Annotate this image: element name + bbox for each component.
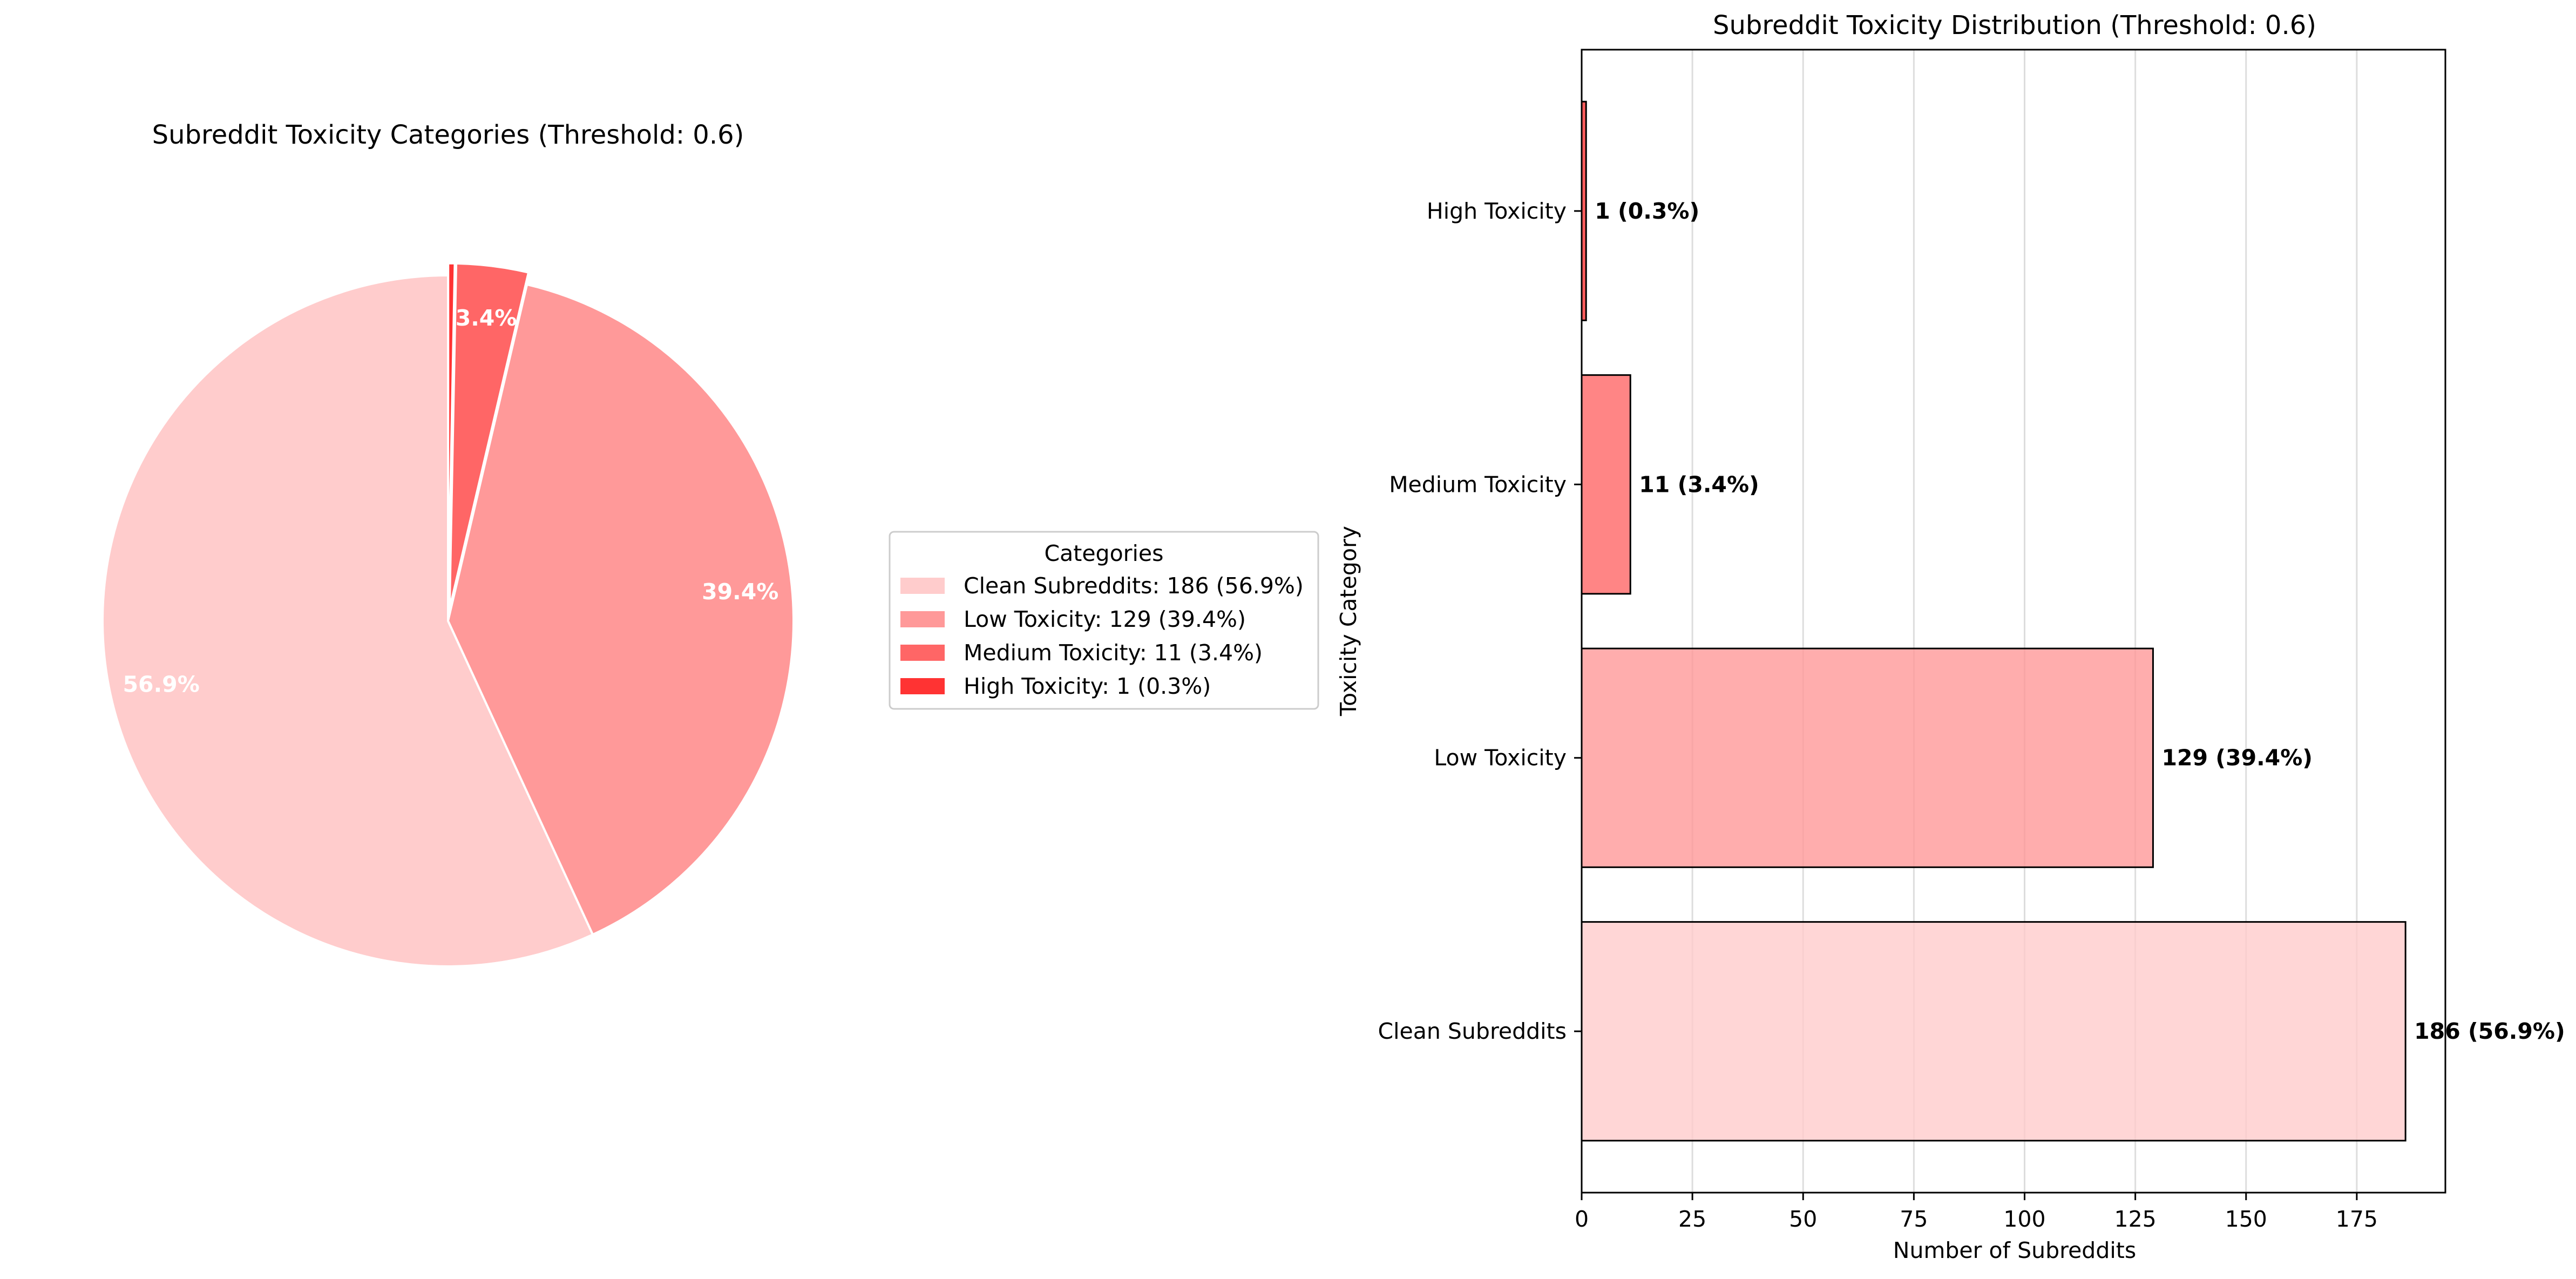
pie-slice — [448, 262, 530, 610]
legend-entry: High Toxicity: 1 (0.3%) — [964, 673, 1211, 699]
y-tick-label: Medium Toxicity — [1389, 471, 1567, 497]
pie-chart: Subreddit Toxicity Categories (Threshold… — [101, 120, 795, 967]
pie-slices — [101, 262, 795, 967]
legend-items: Clean Subreddits: 186 (56.9%) Low Toxicit… — [900, 573, 1304, 699]
bar — [1581, 647, 2154, 868]
bar-x-axis-label: Number of Subreddits — [1893, 1237, 2136, 1263]
legend-entry: Low Toxicity: 129 (39.4%) — [964, 606, 1246, 632]
bar-y-axis-label: Toxicity Category — [1336, 526, 1361, 716]
pie-legend: Categories Clean Subreddits: 186 (56.9%)… — [889, 531, 1319, 710]
x-tick-label: 25 — [1678, 1206, 1706, 1232]
legend-swatch — [900, 611, 945, 627]
x-tick-label: 0 — [1575, 1206, 1589, 1232]
legend-frame — [889, 531, 1319, 710]
x-tick-label: 75 — [1900, 1206, 1928, 1232]
pie-percent-label: 3.4% — [456, 305, 517, 331]
pie-slice — [446, 283, 795, 936]
pie-title: Subreddit Toxicity Categories (Threshold… — [152, 120, 744, 150]
x-tick-label: 125 — [2114, 1206, 2157, 1232]
x-tick-label: 175 — [2336, 1206, 2378, 1232]
bar-axes-frame — [1581, 49, 2446, 1194]
y-tick-label: Clean Subreddits — [1378, 1018, 1567, 1044]
y-tick-label: High Toxicity — [1427, 198, 1567, 224]
legend-entry: Medium Toxicity: 11 (3.4%) — [964, 640, 1263, 666]
bar-data-labels: 186 (56.9%) 129 (39.4%) 11 (3.4%) 1 (0.3%) — [1595, 198, 2565, 1044]
bar-data-label: 1 (0.3%) — [1595, 198, 1699, 224]
x-tick-label: 100 — [2003, 1206, 2045, 1232]
pie-labels: 56.9% 39.4% 3.4% — [123, 305, 779, 698]
bar-title: Subreddit Toxicity Distribution (Thresho… — [1713, 10, 2316, 40]
legend-entry: Clean Subreddits: 186 (56.9%) — [964, 573, 1304, 599]
pie-percent-label: 39.4% — [702, 579, 778, 605]
pie-slice — [447, 262, 456, 609]
bar-bars — [1581, 100, 2406, 1142]
legend-swatch — [900, 678, 945, 694]
x-tick-label: 150 — [2225, 1206, 2267, 1232]
bar-chart: Subreddit Toxicity Distribution (Thresho… — [1336, 10, 2565, 1263]
pie-percent-label: 56.9% — [123, 672, 200, 698]
bar — [1581, 374, 1631, 595]
bar-data-label: 186 (56.9%) — [2414, 1018, 2565, 1044]
legend-swatch — [900, 645, 945, 661]
y-tick-label: Low Toxicity — [1434, 745, 1567, 771]
bar-y-ticks: Clean Subreddits Low Toxicity Medium Toxic… — [1378, 198, 1582, 1044]
bar — [1581, 921, 2406, 1142]
bar-x-ticks: 0 25 50 75 100 125 150 175 — [1575, 1193, 2378, 1232]
x-tick-label: 50 — [1789, 1206, 1817, 1232]
legend-title: Categories — [1045, 540, 1164, 566]
bar-data-label: 11 (3.4%) — [1639, 471, 1759, 497]
pie-slice — [101, 274, 594, 967]
bar-data-label: 129 (39.4%) — [2161, 745, 2313, 771]
legend-swatch — [900, 578, 945, 594]
